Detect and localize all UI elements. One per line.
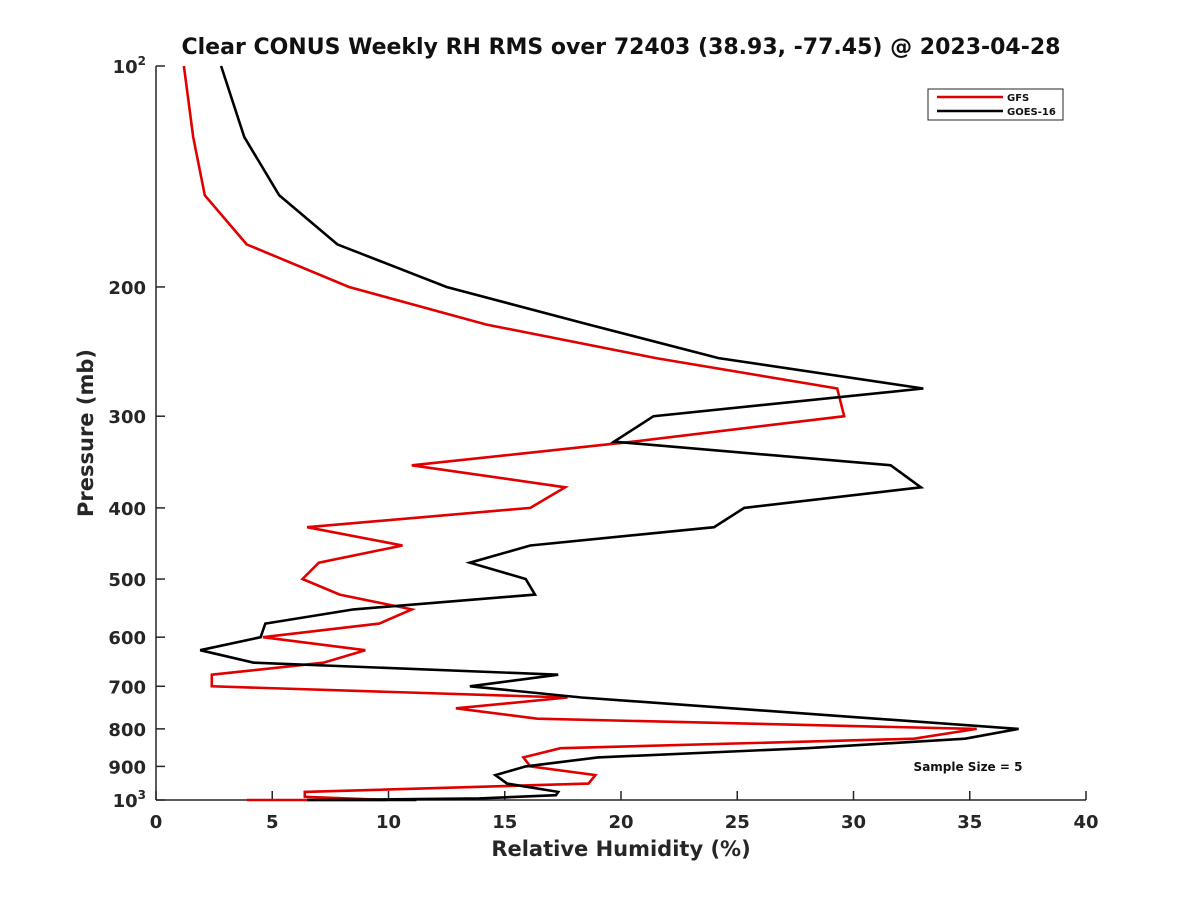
x-axis-ticks: 0 5 10 15 20 25 30 35 40	[150, 791, 1099, 833]
x-tick-label: 0	[150, 812, 163, 833]
y-tick-label: 200	[108, 278, 146, 299]
x-tick-label: 15	[492, 812, 517, 833]
x-tick-label: 30	[841, 812, 866, 833]
x-axis-label: Relative Humidity (%)	[491, 837, 750, 861]
x-tick-label: 10	[376, 812, 401, 833]
x-tick-label: 35	[957, 812, 982, 833]
y-tick-label: 102	[113, 54, 146, 78]
series-line-goes16	[199, 65, 1019, 802]
y-tick-label: 700	[108, 677, 146, 698]
chart-title: Clear CONUS Weekly RH RMS over 72403 (38…	[182, 35, 1061, 60]
y-axis-ticks: 102 200 300 400 500 600 700 800 900 103	[108, 54, 165, 812]
x-tick-label: 40	[1073, 812, 1098, 833]
y-tick-label: 300	[108, 407, 146, 428]
y-tick-label: 400	[108, 499, 146, 520]
y-tick-label: 500	[108, 570, 146, 591]
x-tick-label: 25	[725, 812, 750, 833]
y-tick-label: 900	[108, 757, 146, 778]
x-tick-label: 20	[608, 812, 633, 833]
y-tick-label: 800	[108, 720, 146, 741]
y-tick-label: 600	[108, 628, 146, 649]
legend-label-gfs: GFS	[1007, 93, 1029, 104]
series-layer	[182, 65, 1019, 802]
legend-label-goes16: GOES-16	[1007, 107, 1056, 118]
y-tick-label: 103	[113, 788, 146, 812]
series-line-gfs	[182, 65, 977, 802]
x-tick-label: 5	[266, 812, 279, 833]
legend: GFS GOES-16	[927, 88, 1064, 121]
y-axis-label: Pressure (mb)	[74, 349, 98, 517]
sample-size-annotation: Sample Size = 5	[914, 760, 1023, 774]
legend-box	[927, 88, 1064, 121]
